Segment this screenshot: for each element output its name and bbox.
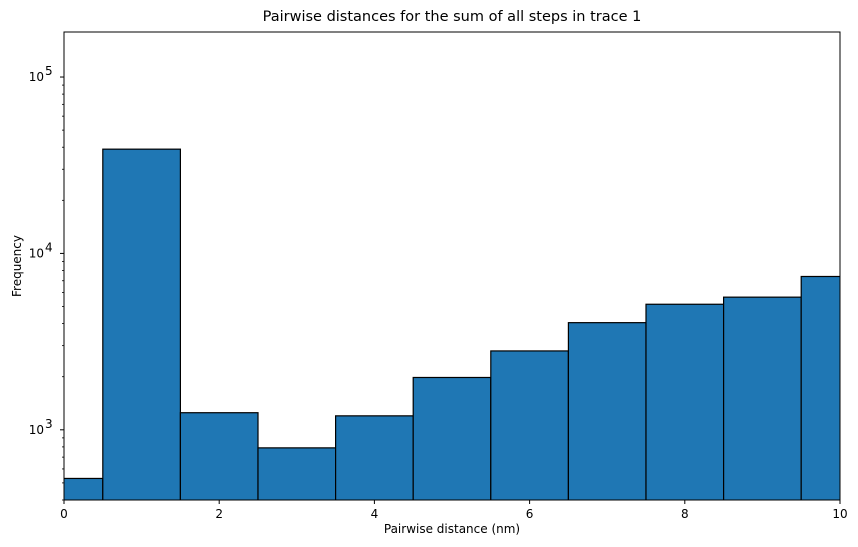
histogram-bar-6	[490, 350, 569, 500]
x-tick-label-1: 2	[215, 507, 223, 521]
x-tick-label-0: 0	[60, 507, 68, 521]
histogram-bar-3	[257, 447, 337, 500]
y-tick-exponent-2: 5	[45, 64, 53, 78]
histogram-bar-2	[179, 412, 259, 500]
histogram-bar-8	[645, 303, 725, 500]
histogram-bar-1	[102, 148, 182, 500]
chart-title: Pairwise distances for the sum of all st…	[263, 9, 642, 25]
bars-layer	[64, 148, 840, 500]
x-tick-label-3: 6	[526, 507, 534, 521]
y-tick-label-1: 10	[29, 246, 44, 260]
y-tick-label-0: 10	[29, 423, 44, 437]
x-tick-label-5: 10	[832, 507, 847, 521]
histogram-bar-7	[567, 322, 647, 500]
histogram-bar-9	[722, 296, 802, 500]
histogram-bar-5	[412, 376, 492, 500]
x-tick-label-4: 8	[681, 507, 689, 521]
y-axis-label: Frequency	[10, 235, 24, 297]
y-tick-label-2: 10	[29, 70, 44, 84]
histogram-bar-4	[335, 415, 414, 500]
x-tick-label-2: 4	[371, 507, 379, 521]
x-axis-label: Pairwise distance (nm)	[384, 522, 520, 536]
histogram-bar-10	[800, 275, 840, 500]
plot-frame	[63, 31, 841, 501]
y-tick-exponent-0: 3	[45, 417, 53, 431]
y-tick-exponent-1: 4	[45, 240, 53, 254]
